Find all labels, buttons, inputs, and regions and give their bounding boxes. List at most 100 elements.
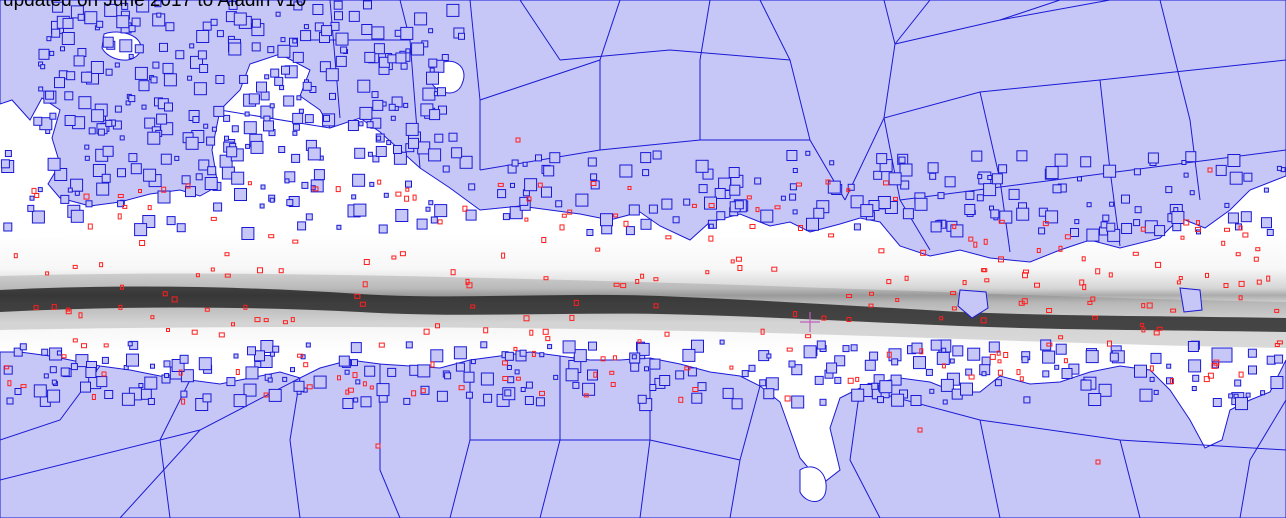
source-marker[interactable] bbox=[362, 381, 367, 387]
source-marker[interactable] bbox=[1036, 248, 1041, 253]
source-marker[interactable] bbox=[1090, 296, 1096, 302]
source-marker[interactable] bbox=[263, 318, 269, 323]
source-marker[interactable] bbox=[363, 259, 370, 265]
source-marker[interactable] bbox=[1064, 234, 1071, 240]
source-marker[interactable] bbox=[664, 331, 670, 337]
source-marker[interactable] bbox=[171, 296, 178, 303]
source-marker[interactable] bbox=[1183, 219, 1190, 226]
source-marker[interactable] bbox=[1042, 221, 1049, 227]
source-marker[interactable] bbox=[483, 327, 489, 334]
source-marker[interactable] bbox=[1146, 302, 1153, 309]
source-marker[interactable] bbox=[101, 371, 107, 377]
source-marker[interactable] bbox=[846, 294, 853, 298]
source-marker[interactable] bbox=[1003, 352, 1009, 358]
source-marker[interactable] bbox=[166, 328, 170, 332]
source-marker[interactable] bbox=[1155, 261, 1162, 268]
source-marker[interactable] bbox=[805, 334, 812, 339]
source-marker[interactable] bbox=[529, 329, 534, 336]
source-marker[interactable] bbox=[1196, 220, 1200, 226]
source-marker[interactable] bbox=[583, 393, 589, 398]
source-marker[interactable] bbox=[968, 236, 974, 242]
source-marker[interactable] bbox=[755, 207, 760, 213]
source-marker[interactable] bbox=[541, 237, 547, 243]
source-marker[interactable] bbox=[435, 323, 440, 329]
source-marker[interactable] bbox=[997, 369, 1003, 376]
source-marker[interactable] bbox=[952, 224, 957, 230]
source-marker[interactable] bbox=[1079, 279, 1085, 286]
source-marker[interactable] bbox=[760, 328, 765, 335]
source-marker[interactable] bbox=[1256, 279, 1262, 285]
source-marker[interactable] bbox=[895, 298, 900, 302]
source-marker[interactable] bbox=[1156, 326, 1163, 331]
source-marker[interactable] bbox=[531, 350, 536, 357]
source-marker[interactable] bbox=[150, 315, 155, 320]
source-marker[interactable] bbox=[886, 351, 892, 358]
source-marker[interactable] bbox=[501, 252, 506, 259]
source-marker[interactable] bbox=[996, 350, 1001, 356]
source-marker[interactable] bbox=[191, 329, 198, 335]
source-marker[interactable] bbox=[569, 314, 575, 321]
source-marker[interactable] bbox=[1046, 342, 1053, 347]
source-marker[interactable] bbox=[613, 282, 620, 287]
source-marker[interactable] bbox=[423, 328, 430, 335]
source-marker[interactable] bbox=[904, 275, 909, 281]
source-marker[interactable] bbox=[1238, 295, 1243, 301]
source-marker[interactable] bbox=[1063, 358, 1068, 364]
source-marker[interactable] bbox=[982, 268, 988, 273]
source-marker[interactable] bbox=[352, 372, 358, 379]
source-marker[interactable] bbox=[590, 181, 597, 186]
source-marker[interactable] bbox=[1058, 335, 1064, 340]
source-marker[interactable] bbox=[303, 362, 309, 368]
source-marker[interactable] bbox=[613, 213, 619, 218]
source-marker[interactable] bbox=[705, 270, 710, 275]
source-marker[interactable] bbox=[1170, 308, 1177, 313]
source-marker[interactable] bbox=[543, 276, 549, 281]
source-marker[interactable] bbox=[691, 203, 697, 208]
source-marker[interactable] bbox=[369, 385, 374, 390]
source-marker[interactable] bbox=[1140, 322, 1145, 327]
source-marker[interactable] bbox=[774, 205, 781, 210]
source-marker[interactable] bbox=[846, 188, 851, 193]
source-marker[interactable] bbox=[793, 311, 798, 318]
source-marker[interactable] bbox=[784, 395, 791, 402]
source-marker[interactable] bbox=[678, 396, 684, 403]
source-marker[interactable] bbox=[637, 339, 642, 344]
source-marker[interactable] bbox=[103, 343, 109, 348]
source-marker[interactable] bbox=[117, 194, 124, 198]
source-marker[interactable] bbox=[951, 306, 957, 311]
source-marker[interactable] bbox=[737, 265, 743, 271]
source-marker[interactable] bbox=[1180, 235, 1185, 240]
source-marker[interactable] bbox=[178, 369, 183, 376]
source-marker[interactable] bbox=[665, 235, 672, 240]
source-marker[interactable] bbox=[708, 235, 714, 242]
source-marker[interactable] bbox=[610, 382, 616, 387]
source-marker[interactable] bbox=[1095, 268, 1101, 275]
source-marker[interactable] bbox=[31, 187, 37, 194]
source-marker[interactable] bbox=[1095, 459, 1101, 465]
source-marker[interactable] bbox=[138, 189, 142, 193]
source-marker[interactable] bbox=[1081, 256, 1086, 262]
source-marker[interactable] bbox=[708, 203, 715, 208]
source-marker[interactable] bbox=[513, 346, 518, 351]
source-marker[interactable] bbox=[941, 363, 946, 369]
source-marker[interactable] bbox=[162, 291, 168, 297]
source-marker[interactable] bbox=[542, 328, 549, 335]
source-marker[interactable] bbox=[1176, 280, 1181, 285]
source-marker[interactable] bbox=[980, 317, 987, 324]
source-marker[interactable] bbox=[292, 239, 299, 244]
source-marker[interactable] bbox=[147, 205, 152, 211]
source-marker[interactable] bbox=[1276, 340, 1283, 345]
source-marker[interactable] bbox=[917, 427, 923, 433]
source-marker[interactable] bbox=[139, 240, 146, 246]
source-marker[interactable] bbox=[502, 376, 509, 381]
source-marker[interactable] bbox=[118, 304, 123, 310]
source-marker[interactable] bbox=[420, 388, 426, 394]
source-marker[interactable] bbox=[120, 284, 124, 290]
source-marker[interactable] bbox=[1255, 247, 1261, 252]
source-marker[interactable] bbox=[268, 234, 275, 239]
source-marker[interactable] bbox=[1178, 276, 1183, 280]
source-marker[interactable] bbox=[600, 356, 606, 362]
source-marker[interactable] bbox=[1140, 226, 1146, 232]
source-marker[interactable] bbox=[868, 303, 874, 308]
source-marker[interactable] bbox=[559, 224, 565, 231]
